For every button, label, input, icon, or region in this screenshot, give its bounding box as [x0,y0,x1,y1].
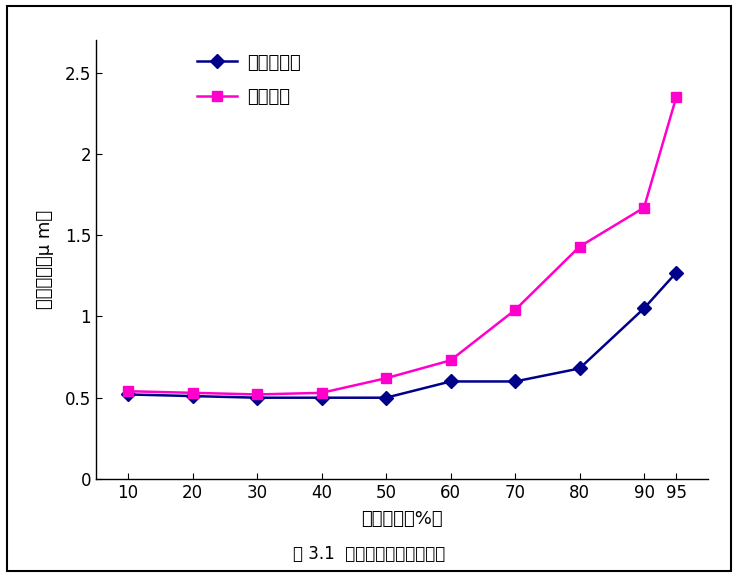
二氧化硅珠 [317,394,326,401]
氧化锡珠 [382,374,390,381]
二氧化硅珠 [252,394,261,401]
氧化锡珠 [252,391,261,398]
二氧化硅珠 [124,391,133,398]
二氧化硅珠 [575,365,584,372]
氧化锡珠 [124,388,133,395]
氧化锡珠 [317,389,326,396]
二氧化硅珠 [640,305,649,312]
二氧化硅珠 [511,378,520,385]
Line: 氧化锡珠: 氧化锡珠 [123,92,681,399]
氧化锡珠 [446,357,455,364]
氧化锡珠 [575,243,584,250]
二氧化硅珠 [446,378,455,385]
X-axis label: 粒径分布（%）: 粒径分布（%） [362,510,443,528]
二氧化硅珠 [382,394,390,401]
Y-axis label: 颟粒大小（μ m）: 颟粒大小（μ m） [35,210,54,309]
Legend: 二氧化硅珠, 氧化锡珠: 二氧化硅珠, 氧化锡珠 [197,54,301,106]
二氧化硅珠 [672,269,680,276]
氧化锡珠 [672,94,680,101]
氧化锡珠 [188,389,197,396]
氧化锡珠 [640,204,649,211]
二氧化硅珠 [188,392,197,399]
Line: 二氧化硅珠: 二氧化硅珠 [123,268,681,403]
氧化锡珠 [511,306,520,313]
Text: 图 3.1  油墨粒径大小分布曲线: 图 3.1 油墨粒径大小分布曲线 [293,545,445,563]
